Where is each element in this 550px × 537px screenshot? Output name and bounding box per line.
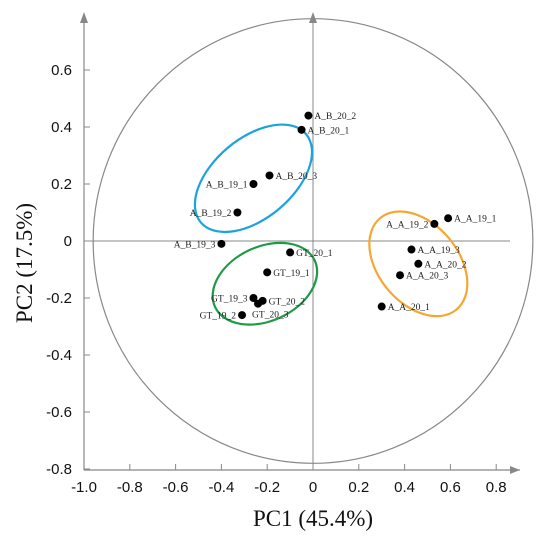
x-tick-label: -1.0 (71, 479, 97, 496)
point-label: A_A_19_3 (417, 246, 459, 256)
y-tick-label: 0.6 (51, 62, 72, 79)
data-point (377, 302, 386, 311)
group-ellipse-gt (211, 241, 319, 326)
y-tick-label: 0 (64, 233, 72, 250)
point-label: A_A_19_1 (454, 215, 496, 225)
x-tick-label: -0.2 (254, 479, 280, 496)
y-axis-title: PC2 (17.5%) (12, 203, 37, 323)
x-tick-label: 0.6 (440, 479, 461, 496)
point-label: GT_19_3 (211, 295, 248, 305)
point-label: GT_20_2 (269, 297, 306, 307)
point-label: A_B_19_1 (206, 181, 248, 191)
data-point (254, 299, 263, 308)
data-point (263, 268, 272, 277)
point-label: A_A_19_2 (386, 220, 428, 230)
y-tick-label: 0.4 (51, 119, 72, 136)
data-point (217, 239, 226, 248)
data-point (407, 245, 416, 254)
x-axis-arrow (510, 466, 520, 474)
data-point (396, 271, 405, 280)
y-tick-label: -0.4 (46, 347, 72, 364)
x-tick-label: 0.4 (394, 479, 415, 496)
point-label: GT_19_2 (200, 312, 237, 322)
point-label: GT_20_3 (252, 311, 289, 321)
y-axis-arrow (80, 12, 88, 23)
point-label: A_B_20_2 (314, 112, 356, 122)
x-tick-label: -0.6 (163, 479, 189, 496)
data-point (233, 208, 242, 217)
x-tick-label: 0.8 (486, 479, 507, 496)
data-point (286, 248, 295, 257)
x-tick-label: -0.4 (208, 479, 234, 496)
data-point (249, 294, 258, 302)
data-point (444, 214, 453, 223)
data-point (265, 171, 274, 180)
data-point (249, 180, 258, 188)
y-tick-label: -0.8 (46, 461, 72, 478)
y-tick-label: -0.6 (46, 404, 72, 421)
point-label: A_A_20_2 (424, 260, 466, 270)
data-point (297, 125, 306, 134)
y-tick-label: 0.2 (51, 176, 72, 193)
point-label: A_A_20_1 (388, 303, 430, 313)
group-ellipse-a-a (368, 210, 469, 318)
data-point (430, 219, 439, 228)
point-label: A_B_19_3 (174, 240, 216, 250)
y-tick-label: -0.2 (46, 290, 72, 307)
group-ellipse-a-b (193, 123, 314, 234)
point-label: GT_20_1 (296, 249, 333, 259)
x-axis-title: PC1 (45.4%) (253, 506, 373, 531)
x-tick-label: 0 (309, 479, 317, 496)
x-tick-label: 0.2 (348, 479, 369, 496)
point-label: A_B_20_3 (275, 172, 317, 182)
point-label: A_B_19_2 (190, 209, 232, 219)
zero-line-arrow (309, 12, 317, 23)
data-point (238, 311, 247, 320)
point-label: A_A_20_3 (406, 272, 448, 282)
data-point (414, 259, 423, 268)
x-tick-label: -0.8 (117, 479, 143, 496)
point-label: GT_19_1 (273, 269, 310, 279)
data-point (304, 111, 313, 120)
point-label: A_B_20_1 (308, 126, 350, 136)
confidence-ellipse (92, 18, 534, 464)
